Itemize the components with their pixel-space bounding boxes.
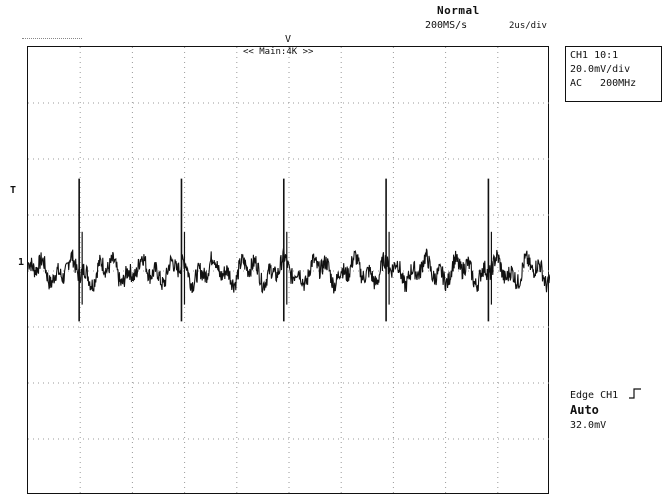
probe-ratio: 10:1 (594, 50, 619, 61)
trigger-level-marker: T (10, 185, 17, 196)
trigger-mode-auto: Auto (570, 403, 599, 417)
ground-marker: 1 (18, 257, 25, 268)
coupling-label: AC (570, 78, 583, 89)
main-memory-label: << Main:4K >> (243, 47, 314, 57)
scope-screen[interactable] (27, 46, 550, 495)
time-div-label: 2us/div (509, 21, 547, 31)
trigger-source-label: Edge CH1 (570, 390, 619, 401)
trigger-position-marker: V (285, 34, 292, 45)
channel-settings-box[interactable]: CH1 10:1 20.0mV/div AC 200MHz (565, 46, 662, 102)
top-left-divider (22, 38, 82, 39)
trigger-settings[interactable]: Edge CH1 Auto 32.0mV (570, 388, 642, 433)
coupling-row: AC 200MHz (570, 77, 657, 91)
waveform-display (28, 47, 550, 495)
bandwidth-label: 200MHz (600, 78, 637, 89)
volts-div-label: 20.0mV/div (570, 64, 631, 75)
trigger-source-row: Edge CH1 (570, 388, 642, 403)
channel-probe-row: CH1 10:1 (570, 49, 657, 63)
rising-edge-icon (629, 388, 642, 399)
trigger-level-value: 32.0mV (570, 420, 607, 431)
waveform-trace (28, 248, 550, 294)
trigger-mode-label: Normal (437, 4, 480, 17)
channel-name: CH1 (570, 50, 589, 61)
sample-rate-label: 200MS/s (425, 20, 468, 31)
